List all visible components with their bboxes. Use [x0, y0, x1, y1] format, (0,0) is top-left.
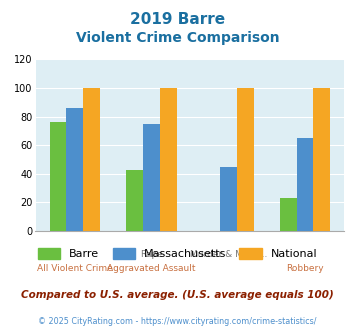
Bar	[237, 88, 253, 231]
Bar	[280, 198, 296, 231]
Text: Aggravated Assault: Aggravated Assault	[107, 264, 196, 273]
Bar	[160, 88, 177, 231]
Bar	[126, 170, 143, 231]
Bar	[50, 122, 66, 231]
Bar	[313, 88, 330, 231]
Text: Violent Crime Comparison: Violent Crime Comparison	[76, 31, 279, 45]
Text: Rape: Rape	[140, 250, 163, 259]
Text: All Violent Crime: All Violent Crime	[37, 264, 113, 273]
Text: Murder & Mans...: Murder & Mans...	[190, 250, 267, 259]
Bar	[83, 88, 100, 231]
Bar	[143, 124, 160, 231]
Text: © 2025 CityRating.com - https://www.cityrating.com/crime-statistics/: © 2025 CityRating.com - https://www.city…	[38, 317, 317, 326]
Bar	[66, 108, 83, 231]
Text: Compared to U.S. average. (U.S. average equals 100): Compared to U.S. average. (U.S. average …	[21, 290, 334, 300]
Legend: Barre, Massachusetts, National: Barre, Massachusetts, National	[33, 244, 322, 263]
Bar	[296, 138, 313, 231]
Bar	[220, 167, 237, 231]
Text: 2019 Barre: 2019 Barre	[130, 12, 225, 26]
Text: Robbery: Robbery	[286, 264, 324, 273]
